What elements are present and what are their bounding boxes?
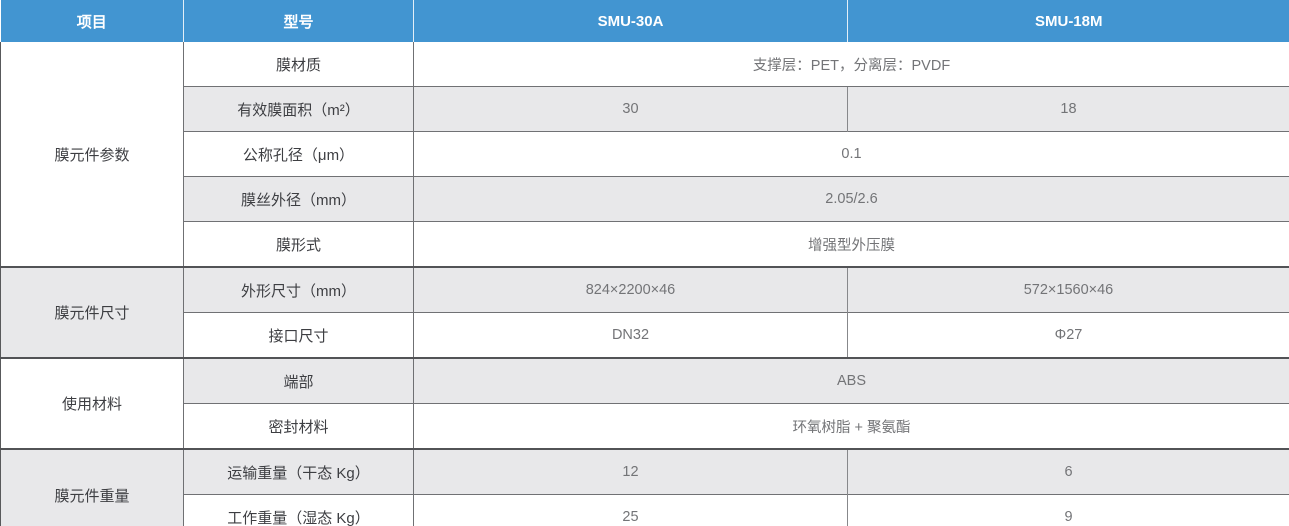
spec-value-cell-smu18m: 9 [847, 494, 1289, 526]
table-row: 膜元件尺寸 外形尺寸（mm） 824×2200×46 572×1560×46 [0, 266, 1289, 358]
table-row: 接口尺寸 DN32 Φ27 [1, 312, 1289, 358]
table-row: 膜形式 增强型外压膜 [1, 221, 1289, 267]
header-cell-smu18m: SMU-18M [847, 0, 1289, 42]
spec-value-cell-smu18m: 6 [847, 448, 1289, 495]
spec-value-cell-merged: 0.1 [413, 131, 1289, 177]
spec-value-cell-smu18m: Φ27 [847, 312, 1289, 358]
header-cell-item: 项目 [0, 0, 184, 42]
category-cell-membrane-weight: 膜元件重量 [0, 448, 184, 526]
spec-label-cell: 工作重量（湿态 Kg） [183, 494, 414, 526]
spec-value-cell-merged: 增强型外压膜 [413, 221, 1289, 267]
spec-value-cell-smu18m: 572×1560×46 [847, 266, 1289, 313]
table-row: 公称孔径（μm） 0.1 [1, 131, 1289, 177]
spec-value-cell-smu30a: 824×2200×46 [413, 266, 848, 313]
table-row: 膜元件参数 膜材质 支撑层：PET，分离层：PVDF [0, 42, 1289, 267]
spec-value-cell-smu30a: 30 [413, 86, 848, 132]
table-row: 膜元件重量 运输重量（干态 Kg） 12 6 [0, 448, 1289, 526]
table-row: 密封材料 环氧树脂 + 聚氨酯 [1, 403, 1289, 449]
spec-value-cell-smu18m: 18 [847, 86, 1289, 132]
spec-value-cell-merged: ABS [413, 357, 1289, 404]
table-row: 工作重量（湿态 Kg） 25 9 [1, 494, 1289, 526]
spec-label-cell: 膜丝外径（mm） [183, 176, 414, 222]
header-cell-model: 型号 [183, 0, 414, 42]
spec-value-cell-smu30a: DN32 [413, 312, 848, 358]
spec-label-cell: 膜材质 [183, 42, 414, 87]
category-cell-membrane-dimensions: 膜元件尺寸 [0, 266, 184, 358]
spec-value-cell-smu30a: 12 [413, 448, 848, 495]
spec-label-cell: 接口尺寸 [183, 312, 414, 358]
spec-label-cell: 膜形式 [183, 221, 414, 267]
category-cell-membrane-params: 膜元件参数 [0, 42, 184, 267]
table-row: 使用材料 端部 ABS [0, 357, 1289, 449]
table-row: 有效膜面积（m²） 30 18 [1, 86, 1289, 132]
spec-value-cell-merged: 2.05/2.6 [413, 176, 1289, 222]
header-cell-smu30a: SMU-30A [413, 0, 848, 42]
spec-value-cell-merged: 环氧树脂 + 聚氨酯 [413, 403, 1289, 449]
spec-label-cell: 有效膜面积（m²） [183, 86, 414, 132]
category-cell-materials: 使用材料 [0, 357, 184, 449]
spec-label-cell: 端部 [183, 357, 414, 404]
spec-label-cell: 运输重量（干态 Kg） [183, 448, 414, 495]
spec-label-cell: 公称孔径（μm） [183, 131, 414, 177]
spec-value-cell-merged: 支撑层：PET，分离层：PVDF [413, 42, 1289, 87]
table-body: 膜元件参数 膜材质 支撑层：PET，分离层：PVDF 有效膜面积（m²） 30 … [0, 42, 1289, 526]
spec-label-cell: 外形尺寸（mm） [183, 266, 414, 313]
spec-label-cell: 密封材料 [183, 403, 414, 449]
table-row: 膜丝外径（mm） 2.05/2.6 [1, 176, 1289, 222]
header-row: 项目 型号 SMU-30A SMU-18M [0, 0, 1289, 42]
table-header: 项目 型号 SMU-30A SMU-18M [0, 0, 1289, 42]
spec-value-cell-smu30a: 25 [413, 494, 848, 526]
